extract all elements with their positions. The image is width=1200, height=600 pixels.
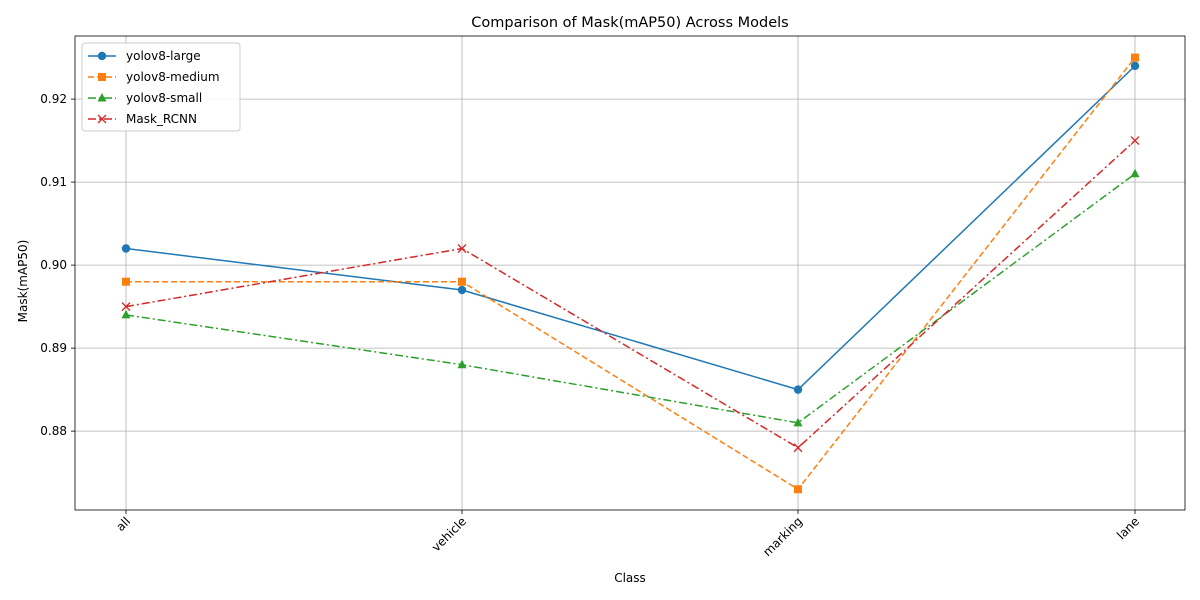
series-mask-rcnn bbox=[121, 136, 1140, 453]
legend-item: yolov8-medium bbox=[88, 70, 220, 84]
legend-label: Mask_RCNN bbox=[126, 112, 197, 126]
legend-label: yolov8-small bbox=[126, 91, 202, 105]
data-point bbox=[121, 244, 131, 253]
y-axis-label: Mask(mAP50) bbox=[16, 240, 30, 323]
grid bbox=[75, 36, 1185, 510]
legend-marker bbox=[97, 93, 107, 102]
data-point bbox=[793, 385, 803, 394]
legend-item: Mask_RCNN bbox=[88, 112, 197, 126]
y-tick-label: 0.89 bbox=[40, 341, 67, 355]
data-point bbox=[1130, 136, 1140, 146]
legend-label: yolov8-large bbox=[126, 49, 201, 63]
data-point bbox=[458, 277, 466, 286]
plot-frame bbox=[74, 35, 1186, 511]
legend-marker bbox=[98, 73, 106, 81]
series-line bbox=[126, 57, 1136, 491]
data-point bbox=[794, 485, 802, 494]
legend: yolov8-large yolov8-medium yolov8-small Mas… bbox=[81, 42, 241, 132]
data-point bbox=[1130, 61, 1140, 71]
y-tick-label: 0.88 bbox=[40, 424, 67, 438]
x-tick-label: all bbox=[113, 514, 133, 534]
legend-item: yolov8-small bbox=[88, 91, 202, 105]
data-point bbox=[121, 302, 131, 312]
y-tick-label: 0.92 bbox=[40, 92, 67, 106]
data-point bbox=[457, 285, 467, 295]
series-yolov8-large bbox=[121, 61, 1140, 394]
y-tick-label: 0.91 bbox=[40, 175, 67, 189]
x-tick-label: vehicle bbox=[429, 514, 469, 554]
data-point bbox=[121, 309, 131, 319]
data-point bbox=[457, 359, 467, 369]
legend-marker bbox=[97, 114, 107, 124]
series-line bbox=[125, 140, 1136, 449]
x-tick-label: lane bbox=[1114, 514, 1142, 542]
series-line bbox=[125, 65, 1136, 391]
x-tick-label: marking bbox=[760, 514, 805, 559]
x-axis-label: Class bbox=[614, 571, 646, 585]
data-point bbox=[122, 277, 130, 286]
data-point bbox=[793, 443, 803, 453]
legend-marker bbox=[97, 51, 107, 61]
legend-item: yolov8-large bbox=[88, 49, 201, 63]
legend-box bbox=[81, 42, 241, 132]
data-point bbox=[457, 244, 467, 253]
chart-title: Comparison of Mask(mAP50) Across Models bbox=[471, 15, 788, 31]
data-point bbox=[1131, 53, 1139, 62]
data-point bbox=[1130, 168, 1140, 178]
series-layer bbox=[121, 53, 1140, 494]
legend-label: yolov8-medium bbox=[126, 70, 220, 84]
series-yolov8-medium bbox=[122, 53, 1139, 494]
series-yolov8-small bbox=[121, 168, 1140, 427]
y-tick-label: 0.90 bbox=[40, 258, 67, 272]
data-point bbox=[793, 417, 803, 427]
